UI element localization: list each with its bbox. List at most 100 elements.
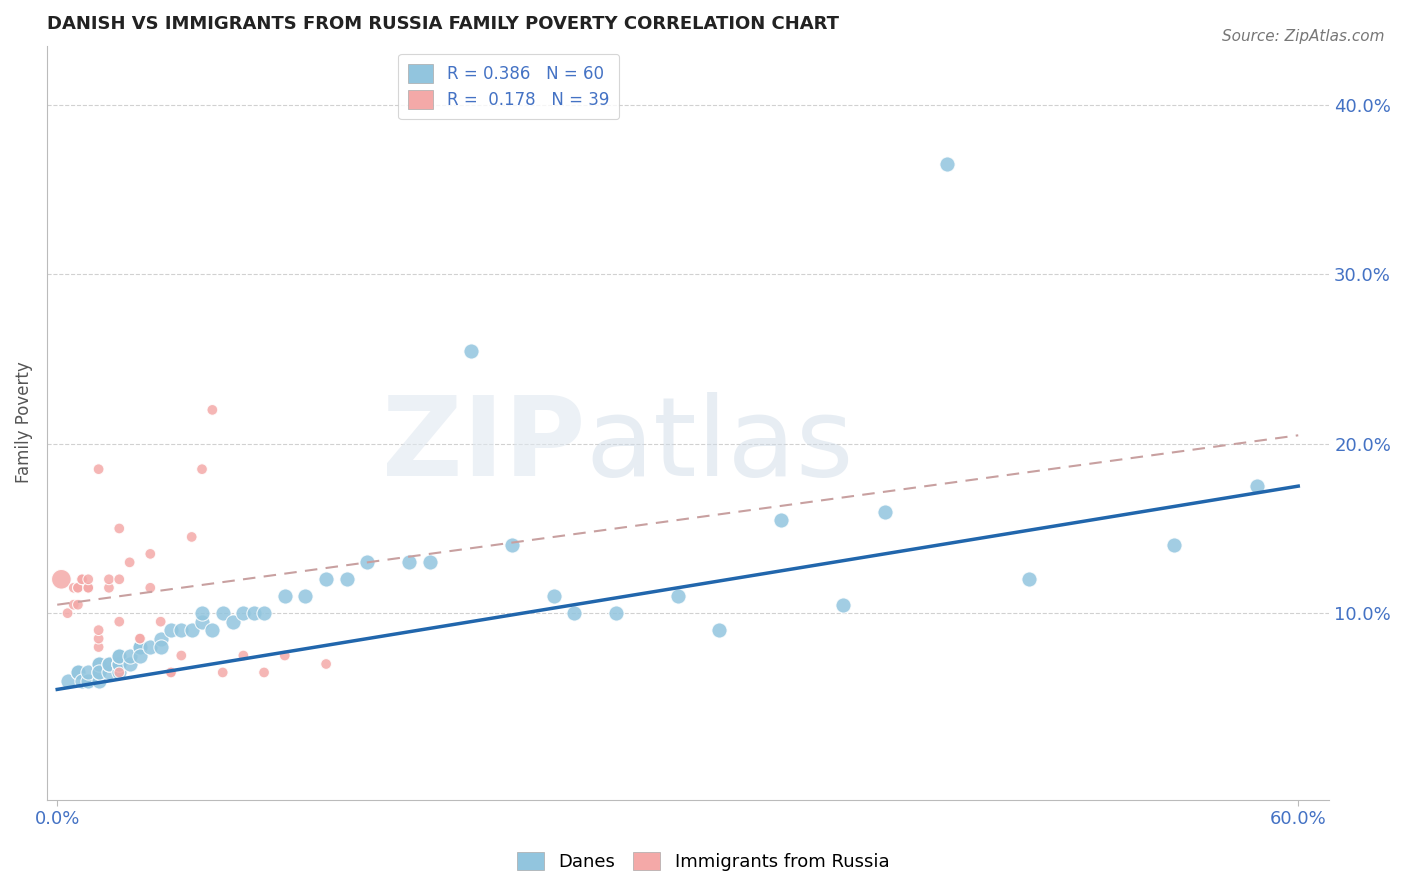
Point: [201, 623, 224, 637]
Point: [211, 606, 233, 620]
Point: [118, 648, 141, 663]
Point: [87, 623, 110, 637]
Point: [77, 581, 100, 595]
Point: [149, 632, 172, 646]
Point: [87, 640, 110, 654]
Point: [108, 648, 131, 663]
Point: [543, 589, 565, 603]
Point: [201, 403, 224, 417]
Point: [108, 657, 131, 671]
Point: [70, 673, 93, 688]
Point: [118, 555, 141, 569]
Point: [253, 665, 276, 680]
Point: [51, 572, 73, 586]
Point: [832, 598, 855, 612]
Point: [139, 581, 162, 595]
Point: [97, 572, 120, 586]
Point: [108, 657, 131, 671]
Point: [315, 572, 337, 586]
Point: [87, 673, 110, 688]
Point: [562, 606, 585, 620]
Point: [87, 632, 110, 646]
Point: [232, 606, 254, 620]
Point: [77, 665, 100, 680]
Point: [605, 606, 627, 620]
Point: [180, 530, 202, 544]
Text: atlas: atlas: [585, 392, 853, 499]
Point: [139, 547, 162, 561]
Point: [129, 640, 152, 654]
Point: [87, 657, 110, 671]
Point: [666, 589, 689, 603]
Point: [70, 572, 93, 586]
Point: [253, 606, 276, 620]
Point: [108, 665, 131, 680]
Point: [62, 598, 84, 612]
Point: [191, 615, 214, 629]
Point: [97, 581, 120, 595]
Point: [770, 513, 793, 527]
Point: [274, 648, 297, 663]
Point: [170, 648, 193, 663]
Point: [66, 581, 89, 595]
Point: [87, 462, 110, 476]
Point: [129, 632, 152, 646]
Point: [108, 665, 131, 680]
Point: [1018, 572, 1040, 586]
Point: [56, 673, 79, 688]
Point: [191, 462, 214, 476]
Point: [274, 589, 297, 603]
Point: [419, 555, 441, 569]
Point: [222, 615, 245, 629]
Point: [160, 665, 183, 680]
Point: [149, 640, 172, 654]
Point: [873, 504, 896, 518]
Point: [77, 581, 100, 595]
Point: [77, 572, 100, 586]
Legend: Danes, Immigrants from Russia: Danes, Immigrants from Russia: [509, 845, 897, 879]
Point: [108, 648, 131, 663]
Y-axis label: Family Poverty: Family Poverty: [15, 362, 32, 483]
Point: [118, 657, 141, 671]
Point: [160, 623, 183, 637]
Point: [1246, 479, 1268, 493]
Point: [501, 538, 523, 552]
Point: [62, 581, 84, 595]
Point: [87, 665, 110, 680]
Point: [707, 623, 730, 637]
Point: [211, 665, 233, 680]
Point: [66, 581, 89, 595]
Point: [77, 673, 100, 688]
Text: ZIP: ZIP: [382, 392, 585, 499]
Point: [149, 615, 172, 629]
Point: [398, 555, 420, 569]
Point: [129, 632, 152, 646]
Point: [336, 572, 359, 586]
Point: [66, 665, 89, 680]
Legend: R = 0.386   N = 60, R =  0.178   N = 39: R = 0.386 N = 60, R = 0.178 N = 39: [398, 54, 619, 120]
Point: [56, 606, 79, 620]
Point: [97, 657, 120, 671]
Point: [460, 343, 482, 358]
Point: [315, 657, 337, 671]
Point: [108, 615, 131, 629]
Point: [294, 589, 316, 603]
Point: [108, 572, 131, 586]
Point: [108, 521, 131, 535]
Point: [191, 606, 214, 620]
Point: [108, 657, 131, 671]
Point: [129, 640, 152, 654]
Point: [70, 572, 93, 586]
Point: [139, 640, 162, 654]
Point: [180, 623, 202, 637]
Point: [87, 657, 110, 671]
Point: [232, 648, 254, 663]
Point: [66, 598, 89, 612]
Point: [1163, 538, 1185, 552]
Point: [97, 657, 120, 671]
Point: [356, 555, 378, 569]
Point: [935, 157, 957, 171]
Point: [97, 665, 120, 680]
Point: [242, 606, 264, 620]
Text: Source: ZipAtlas.com: Source: ZipAtlas.com: [1222, 29, 1385, 44]
